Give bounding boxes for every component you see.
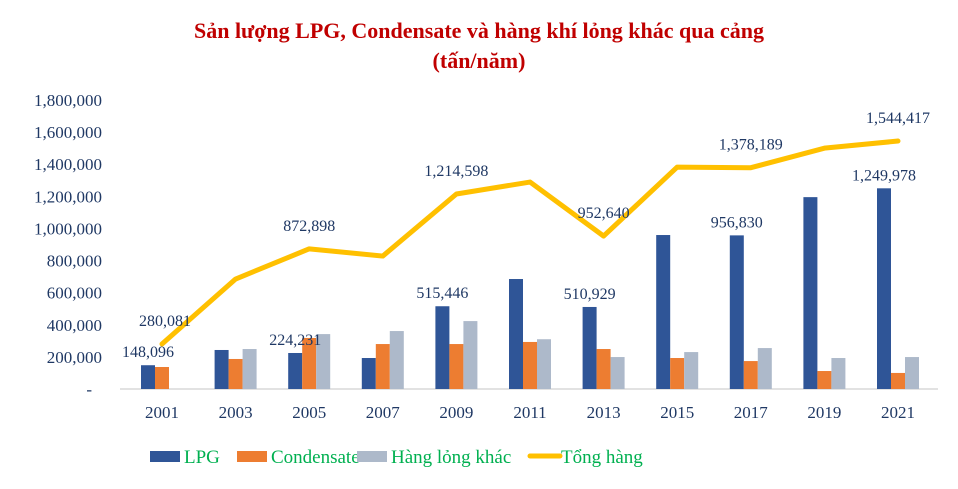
bar-lpg-2015 (656, 235, 671, 389)
chart-title: Sản lượng LPG, Condensate và hàng khí lỏ… (194, 18, 764, 43)
legend-swatch-2 (357, 451, 387, 462)
bar-condensate-2011 (523, 341, 537, 389)
total-data-label: 1,214,598 (424, 163, 488, 180)
legend-swatch-0 (150, 451, 180, 462)
x-tick-label: 2003 (219, 403, 253, 422)
x-tick-label: 2009 (439, 403, 473, 422)
x-tick-label: 2017 (734, 403, 769, 422)
x-tick-label: 2011 (513, 403, 546, 422)
total-data-label: 952,640 (578, 205, 630, 222)
x-tick-label: 2007 (366, 403, 401, 422)
bar-hàng-lỏng-khác-2007 (389, 331, 404, 389)
x-axis: 2001 2003 2005 2007 2009 2011 2013 2015 2017 2019… (145, 403, 915, 422)
bars (141, 188, 919, 389)
y-tick-label: - (86, 380, 92, 399)
y-tick-label: 1,800,000 (34, 91, 102, 110)
lpg-data-label: 510,929 (564, 286, 616, 303)
legend-label: LPG (184, 447, 220, 468)
total-data-label: 1,378,189 (719, 137, 783, 154)
bar-condensate-2001 (155, 367, 169, 389)
y-tick-label: 400,000 (47, 316, 102, 335)
x-tick-label: 2019 (807, 403, 841, 422)
y-tick-label: 800,000 (47, 252, 102, 271)
bar-lpg-2019 (803, 197, 818, 389)
bar-lpg-2009 (435, 306, 450, 389)
bar-hàng-lỏng-khác-2021 (905, 357, 919, 389)
bar-condensate-2009 (449, 344, 464, 389)
bar-hàng-lỏng-khác-2005 (316, 334, 331, 389)
x-tick-label: 2021 (881, 403, 915, 422)
bar-lpg-2005 (288, 352, 303, 389)
total-line-path (159, 138, 901, 347)
y-tick-label: 600,000 (47, 284, 102, 303)
total-data-label: 1,544,417 (866, 110, 930, 127)
x-tick-label: 2005 (292, 403, 326, 422)
x-tick-label: 2001 (145, 403, 179, 422)
bar-condensate-2019 (817, 371, 832, 389)
lpg-data-label: 515,446 (416, 285, 468, 302)
bar-condensate-2015 (670, 358, 685, 389)
legend: LPG Condensate Hàng lỏng khác Tổng hàng (150, 447, 643, 468)
total-line (159, 138, 901, 347)
bar-lpg-2003 (214, 349, 229, 389)
total-data-label: 872,898 (283, 218, 335, 235)
legend-label: Hàng lỏng khác (391, 447, 511, 468)
bar-hàng-lỏng-khác-2013 (610, 357, 625, 389)
bar-hàng-lỏng-khác-2017 (757, 348, 772, 389)
bar-hàng-lỏng-khác-2011 (537, 339, 551, 389)
bar-hàng-lỏng-khác-2003 (242, 349, 257, 389)
bar-condensate-2007 (375, 344, 390, 389)
chart-subtitle: (tấn/năm) (433, 48, 526, 73)
bar-lpg-2011 (509, 279, 523, 389)
bar-condensate-2013 (596, 349, 611, 389)
y-tick-label: 1,400,000 (34, 155, 102, 174)
y-tick-label: 1,200,000 (34, 187, 102, 206)
y-axis: - 200,000 400,000 600,000 800,000 1,000,000 1,… (34, 91, 102, 399)
bar-condensate-2017 (743, 361, 758, 389)
legend-label: Condensate (271, 447, 360, 468)
bar-condensate-2021 (891, 372, 905, 389)
bar-lpg-2007 (361, 358, 376, 389)
bar-condensate-2003 (228, 358, 243, 389)
lpg-data-label: 956,830 (711, 214, 763, 231)
bar-condensate-2005 (302, 337, 317, 389)
y-tick-label: 200,000 (47, 348, 102, 367)
x-tick-label: 2013 (587, 403, 621, 422)
x-tick-label: 2015 (660, 403, 694, 422)
bar-lpg-2001 (141, 365, 155, 389)
bar-hàng-lỏng-khác-2019 (831, 358, 846, 389)
legend-label: Tổng hàng (561, 447, 643, 468)
bar-hàng-lỏng-khác-2009 (463, 321, 478, 389)
y-tick-label: 1,600,000 (34, 123, 102, 142)
bar-hàng-lỏng-khác-2015 (684, 352, 699, 389)
data-labels: 148,096 224,231 515,446 510,929 956,830 1,249… (122, 110, 930, 361)
bar-lpg-2017 (729, 235, 744, 389)
lpg-data-label: 148,096 (122, 344, 174, 361)
total-data-label: 280,081 (139, 313, 191, 330)
lpg-data-label: 224,231 (269, 332, 321, 349)
y-tick-label: 1,000,000 (34, 219, 102, 238)
bar-lpg-2013 (582, 306, 597, 389)
lpg-data-label: 1,249,978 (852, 167, 916, 184)
legend-swatch-1 (237, 451, 267, 462)
bar-lpg-2021 (877, 188, 891, 389)
